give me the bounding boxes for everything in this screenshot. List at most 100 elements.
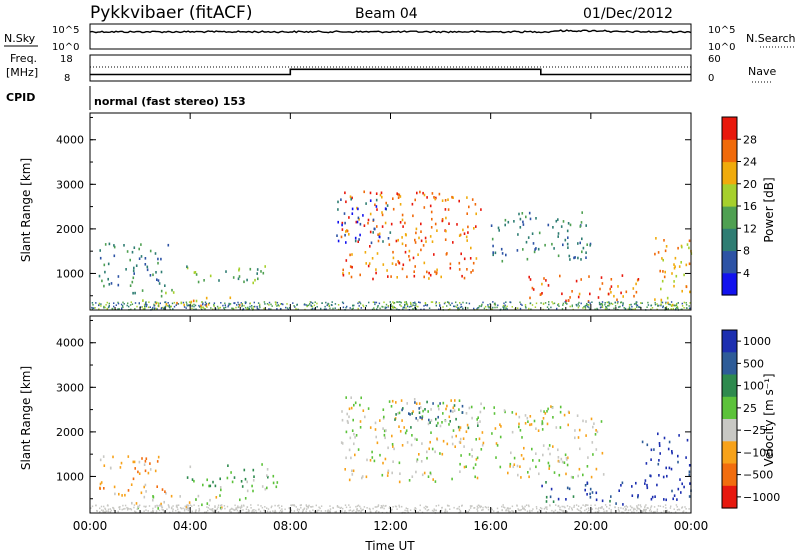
velocity-scatter-cell bbox=[668, 440, 671, 444]
power-ground-cell bbox=[681, 308, 683, 311]
velocity-scatter-cell bbox=[593, 422, 595, 425]
velocity-ground-cell bbox=[95, 504, 97, 507]
velocity-ground-cell bbox=[234, 509, 236, 511]
velocity-scatter-cell bbox=[595, 467, 598, 471]
velocity-scatter-cell bbox=[351, 469, 353, 473]
cpid-label: CPID bbox=[6, 91, 35, 104]
velocity-ground-cell bbox=[150, 511, 152, 514]
freq-label-1: Freq. bbox=[10, 52, 37, 65]
velocity-ground-cell bbox=[580, 507, 582, 510]
velocity-scatter-cell bbox=[346, 412, 348, 416]
velocity-ground-cell bbox=[469, 507, 472, 509]
velocity-scatter-cell bbox=[345, 456, 347, 460]
velocity-scatter-cell bbox=[533, 419, 536, 423]
velocity-ground-cell bbox=[121, 508, 123, 511]
power-ground-cell bbox=[636, 304, 639, 307]
velocity-scatter-cell bbox=[471, 448, 473, 451]
power-ground-cell bbox=[575, 303, 577, 306]
velocity-ground-cell bbox=[99, 507, 101, 510]
power-scatter-cell bbox=[376, 225, 378, 228]
power-scatter-cell bbox=[341, 223, 343, 227]
power-ground-cell bbox=[191, 307, 193, 310]
velocity-ground-cell bbox=[238, 511, 240, 514]
velocity-ground-cell bbox=[502, 504, 504, 506]
velocity-scatter-cell bbox=[549, 495, 552, 499]
velocity-ground-cell bbox=[273, 511, 276, 513]
power-ground-cell bbox=[504, 304, 506, 307]
power-scatter-cell bbox=[359, 222, 362, 226]
power-scatter-cell bbox=[501, 259, 504, 263]
power-ground-cell bbox=[391, 306, 393, 309]
power-ground-cell bbox=[141, 306, 143, 308]
power-ground-cell bbox=[289, 307, 291, 309]
power-ground-cell bbox=[100, 305, 102, 307]
velocity-scatter-cell bbox=[437, 404, 440, 408]
power-scatter-cell bbox=[167, 243, 170, 247]
velocity-ground-cell bbox=[645, 504, 647, 506]
velocity-scatter-cell bbox=[446, 442, 449, 446]
power-ground-cell bbox=[162, 306, 164, 309]
velocity-ground-cell bbox=[650, 506, 652, 509]
velocity-ground-cell bbox=[309, 510, 311, 512]
velocity-ground-cell bbox=[597, 508, 599, 510]
velocity-scatter-cell bbox=[351, 473, 354, 476]
velocity-scatter-cell bbox=[415, 417, 417, 420]
power-ground-cell bbox=[295, 307, 297, 310]
velocity-colorbar-tick-label: −500 bbox=[743, 469, 773, 482]
power-ground-cell bbox=[654, 301, 656, 304]
power-ground-cell bbox=[571, 305, 573, 308]
velocity-scatter-cell bbox=[432, 402, 434, 405]
velocity-scatter-cell bbox=[164, 490, 166, 493]
power-scatter-cell bbox=[401, 236, 403, 239]
power-scatter-cell bbox=[683, 273, 685, 277]
power-ground-cell bbox=[449, 308, 451, 310]
power-ground-cell bbox=[229, 303, 232, 305]
power-ground-cell bbox=[138, 302, 140, 304]
power-ground-cell bbox=[670, 308, 672, 310]
power-ground-cell bbox=[278, 305, 280, 307]
power-scatter-cell bbox=[356, 206, 358, 210]
power-scatter-cell bbox=[412, 256, 415, 260]
power-ground-cell bbox=[576, 304, 578, 307]
velocity-scatter-cell bbox=[592, 453, 594, 456]
velocity-ground-cell bbox=[431, 509, 434, 512]
velocity-scatter-cell bbox=[471, 416, 473, 420]
velocity-scatter-cell bbox=[209, 498, 211, 502]
power-ground-cell bbox=[599, 303, 602, 306]
power-scatter-cell bbox=[351, 253, 353, 256]
power-ground-cell bbox=[654, 303, 657, 306]
velocity-scatter-cell bbox=[483, 406, 485, 410]
velocity-scatter-cell bbox=[120, 461, 123, 465]
velocity-ground-cell bbox=[424, 508, 427, 510]
power-scatter-cell bbox=[344, 191, 346, 195]
power-ground-cell bbox=[345, 306, 347, 309]
power-scatter-cell bbox=[395, 239, 398, 243]
power-scatter-cell bbox=[580, 221, 583, 224]
velocity-ground-cell bbox=[525, 504, 528, 506]
power-ground-cell bbox=[294, 306, 296, 308]
power-ground-cell bbox=[327, 303, 330, 305]
velocity-ground-cell bbox=[133, 506, 135, 509]
velocity-ground-cell bbox=[107, 510, 109, 512]
power-ground-cell bbox=[222, 304, 224, 307]
beam-title: Beam 04 bbox=[355, 6, 418, 22]
velocity-ground-cell bbox=[305, 504, 307, 506]
velocity-scatter-cell bbox=[349, 436, 352, 440]
power-ground-cell bbox=[188, 301, 191, 303]
velocity-scatter-cell bbox=[537, 429, 540, 432]
velocity-scatter-cell bbox=[659, 452, 661, 455]
velocity-ground-cell bbox=[237, 506, 240, 509]
velocity-scatter-cell bbox=[520, 476, 522, 479]
power-ground-cell bbox=[426, 304, 428, 307]
power-scatter-cell bbox=[557, 254, 560, 258]
velocity-ground-cell bbox=[521, 505, 523, 508]
velocity-ground-cell bbox=[434, 509, 436, 512]
velocity-scatter-cell bbox=[406, 402, 408, 405]
power-scatter-cell bbox=[567, 222, 570, 225]
velocity-ground-cell bbox=[598, 510, 600, 512]
power-ground-cell bbox=[202, 306, 204, 309]
velocity-ground-cell bbox=[587, 507, 590, 509]
power-ground-cell bbox=[251, 307, 253, 309]
velocity-scatter-cell bbox=[103, 464, 106, 467]
power-ground-cell bbox=[428, 307, 431, 309]
